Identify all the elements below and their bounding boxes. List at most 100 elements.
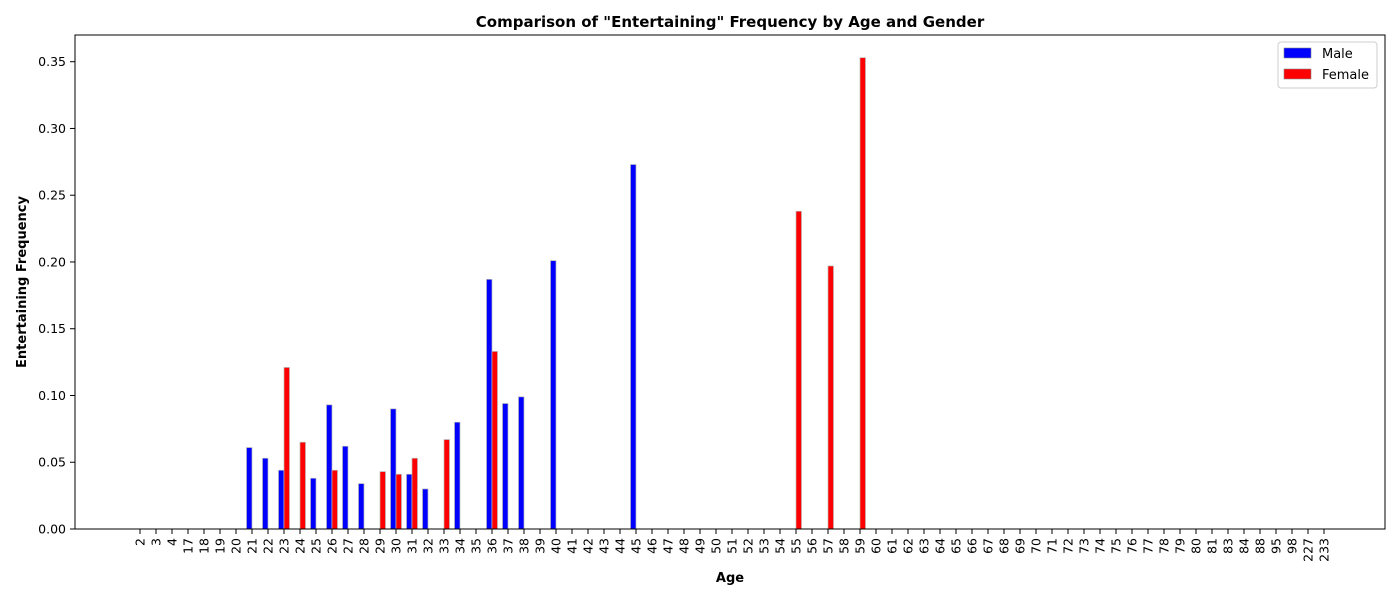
x-tick-label: 27 [341, 538, 356, 554]
bar-female-29 [379, 471, 386, 530]
x-tick-label: 95 [1269, 538, 1284, 554]
bar-male-40 [550, 260, 557, 530]
x-tick-label: 30 [389, 538, 404, 554]
legend-label-male: Male [1322, 47, 1353, 62]
x-tick-label: 71 [1045, 538, 1060, 554]
y-axis: 0.00 0.05 0.10 0.15 0.20 0.25 0.30 0.35 [38, 54, 75, 537]
x-tick-label: 35 [469, 538, 484, 554]
x-tick-label: 64 [933, 538, 948, 554]
y-axis-label: Entertaining Frequency [15, 196, 30, 368]
legend-label-female: Female [1322, 68, 1369, 83]
x-tick-label: 36 [485, 538, 500, 554]
bar-male-31 [406, 473, 413, 530]
x-tick-label: 4 [165, 538, 180, 546]
x-tick-label: 24 [293, 538, 308, 554]
x-tick-label: 32 [421, 538, 436, 554]
x-tick-label: 69 [1013, 538, 1028, 554]
bar-male-26 [326, 404, 333, 530]
plot-area [246, 57, 866, 530]
x-tick-label: 57 [821, 538, 836, 554]
x-tick-label: 19 [213, 538, 228, 554]
x-tick-label: 46 [645, 538, 660, 554]
x-tick-label: 56 [805, 538, 820, 554]
bar-male-27 [342, 445, 349, 530]
bar-male-36 [486, 278, 493, 530]
bar-male-22 [262, 457, 269, 530]
x-tick-label: 17 [181, 538, 196, 554]
bar-female-26 [331, 469, 338, 530]
y-tick-label: 0.30 [38, 121, 66, 136]
bar-female-24 [299, 441, 306, 530]
x-tick-label: 59 [853, 538, 868, 554]
legend-swatch-female [1283, 68, 1312, 80]
bar-female-23 [283, 367, 290, 530]
x-tick-label: 77 [1141, 538, 1156, 554]
y-tick-label: 0.35 [38, 54, 66, 69]
y-tick-label: 0.10 [38, 388, 66, 403]
plot-frame [74, 34, 1386, 530]
bar-male-28 [358, 483, 365, 530]
x-tick-label: 3 [149, 538, 164, 546]
x-tick-label: 63 [917, 538, 932, 554]
x-tick-label: 22 [261, 538, 276, 554]
x-tick-label: 38 [517, 538, 532, 554]
x-tick-label: 76 [1125, 538, 1140, 554]
x-tick-label: 43 [597, 538, 612, 554]
x-tick-label: 88 [1253, 538, 1268, 554]
bar-male-38 [518, 396, 525, 530]
bar-female-55 [795, 210, 802, 530]
x-tick-label: 33 [437, 538, 452, 554]
x-tick-label: 47 [661, 538, 676, 554]
x-tick-label: 81 [1205, 538, 1220, 554]
x-tick-label: 23 [277, 538, 292, 554]
x-tick-label: 66 [965, 538, 980, 554]
x-tick-label: 25 [309, 538, 324, 554]
bar-female-59 [859, 57, 866, 530]
x-tick-label: 42 [581, 538, 596, 554]
x-tick-label: 49 [693, 538, 708, 554]
x-tick-label: 70 [1029, 538, 1044, 554]
x-tick-label: 37 [501, 538, 516, 554]
x-tick-label: 18 [197, 538, 212, 554]
bar-female-31 [411, 457, 418, 530]
bar-male-21 [246, 447, 253, 530]
chart-title: Comparison of "Entertaining" Frequency b… [476, 13, 985, 31]
bar-male-25 [310, 477, 317, 530]
x-tick-label: 72 [1061, 538, 1076, 554]
x-tick-label: 34 [453, 538, 468, 554]
bar-female-33 [443, 439, 450, 530]
x-tick-label: 78 [1157, 538, 1172, 554]
x-tick-label: 2 [133, 538, 148, 546]
x-tick-label: 53 [757, 538, 772, 554]
x-tick-label: 40 [549, 538, 564, 554]
x-tick-label: 55 [789, 538, 804, 554]
x-tick-label: 67 [981, 538, 996, 554]
x-tick-label: 45 [629, 538, 644, 554]
x-tick-label: 62 [901, 538, 916, 554]
x-tick-label: 80 [1189, 538, 1204, 554]
x-tick-label: 20 [229, 538, 244, 554]
x-tick-label: 26 [325, 538, 340, 554]
x-tick-label: 41 [565, 538, 580, 554]
x-tick-label: 75 [1109, 538, 1124, 554]
x-tick-label: 21 [245, 538, 260, 554]
y-tick-label: 0.15 [38, 321, 66, 336]
x-tick-label: 84 [1237, 538, 1252, 554]
x-tick-label: 98 [1285, 538, 1300, 554]
x-tick-label: 29 [373, 538, 388, 554]
x-tick-label: 39 [533, 538, 548, 554]
x-tick-label: 48 [677, 538, 692, 554]
x-tick-label: 83 [1221, 538, 1236, 554]
x-tick-label: 233 [1317, 538, 1332, 562]
x-tick-label: 54 [773, 538, 788, 554]
x-tick-label: 50 [709, 538, 724, 554]
bar-male-30 [390, 408, 397, 530]
bar-male-45 [630, 164, 637, 530]
x-tick-label: 58 [837, 538, 852, 554]
x-tick-label: 31 [405, 538, 420, 554]
bar-female-36 [491, 351, 498, 530]
x-tick-label: 51 [725, 538, 740, 554]
legend: Male Female [1277, 41, 1378, 89]
bar-male-23 [278, 469, 285, 530]
